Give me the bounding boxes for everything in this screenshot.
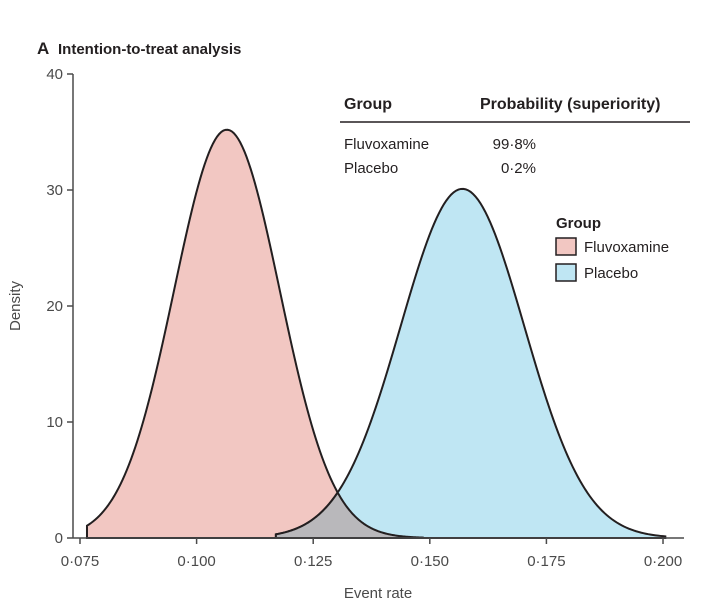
overlap-density-area (274, 491, 424, 539)
x-tick-label: 0·175 (527, 553, 565, 570)
chart-title: Intention-to-treat analysis (58, 41, 241, 58)
legend-label-fluvoxamine: Fluvoxamine (584, 239, 669, 256)
panel-letter: A (37, 39, 49, 58)
y-tick-label: 40 (46, 66, 63, 83)
y-tick-label: 30 (46, 182, 63, 199)
table-row-fluvoxamine-group: Fluvoxamine (344, 136, 429, 153)
x-tick-label: 0·075 (61, 553, 99, 570)
table-header-probability: Probability (superiority) (480, 96, 660, 113)
table-row-placebo-probability: 0·2% (501, 160, 536, 177)
x-tick-label: 0·200 (644, 553, 682, 570)
placebo-density-area (274, 187, 667, 539)
y-tick-label: 0 (55, 530, 63, 547)
y-axis-ticks: 0 10 20 30 40 (46, 66, 73, 547)
y-axis-label: Density (7, 280, 24, 331)
legend-label-placebo: Placebo (584, 265, 638, 282)
table-row-placebo-group: Placebo (344, 160, 398, 177)
legend-title: Group (556, 215, 601, 232)
x-axis-label: Event rate (344, 585, 412, 602)
x-tick-label: 0·150 (411, 553, 449, 570)
y-tick-label: 10 (46, 414, 63, 431)
x-tick-label: 0·100 (177, 553, 215, 570)
x-axis-ticks: 0·075 0·100 0·125 0·150 0·175 0·200 (61, 538, 682, 570)
table-row-fluvoxamine-probability: 99·8% (493, 136, 536, 153)
y-tick-label: 20 (46, 298, 63, 315)
legend-swatch-fluvoxamine (555, 237, 577, 256)
table-header-group: Group (344, 96, 392, 113)
legend-swatch-placebo (555, 263, 577, 282)
x-tick-label: 0·125 (294, 553, 332, 570)
